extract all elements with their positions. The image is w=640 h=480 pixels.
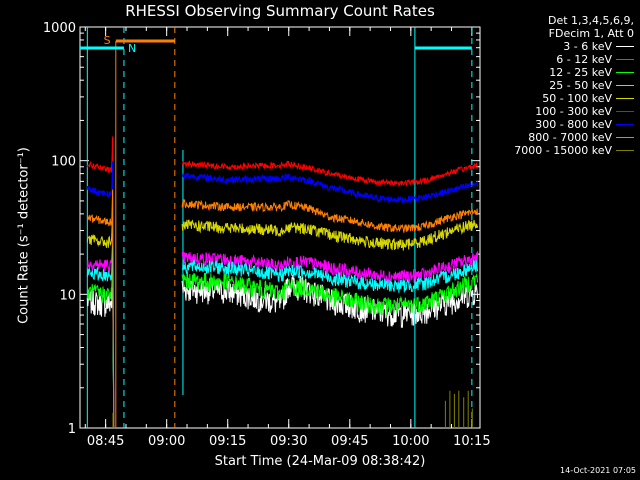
series-line-12-25kev <box>86 264 479 429</box>
x-tick-label: 08:45 <box>87 434 124 449</box>
legend: Det 1,3,4,5,6,9, FDecim 1, Att 0 3 - 6 k… <box>474 14 634 157</box>
legend-entry-label: 7000 - 15000 keV <box>514 144 612 157</box>
legend-entry: 25 - 50 keV <box>474 79 634 92</box>
y-tick-label: 1000 <box>43 21 76 36</box>
x-tick-label: 10:00 <box>392 434 429 449</box>
series-line-300-800kev <box>86 161 479 429</box>
x-tick-label: 09:15 <box>209 434 246 449</box>
legend-entry-label: 12 - 25 keV <box>549 66 612 79</box>
legend-entry-label: 50 - 100 keV <box>542 92 612 105</box>
legend-entry-label: 25 - 50 keV <box>549 79 612 92</box>
legend-swatch <box>616 124 634 125</box>
legend-swatch <box>616 111 634 112</box>
y-tick-label: 1 <box>68 422 76 437</box>
series-line-6-12kev <box>86 236 479 429</box>
legend-entry-label: 6 - 12 keV <box>556 53 612 66</box>
x-tick-label: 09:00 <box>148 434 185 449</box>
x-tick-label: 10:15 <box>453 434 490 449</box>
legend-entry: 300 - 800 keV <box>474 118 634 131</box>
saa-label: S <box>104 34 111 47</box>
series-line-100-300kev <box>86 136 478 429</box>
legend-entry: 12 - 25 keV <box>474 66 634 79</box>
series-line-7000-15000kev <box>112 390 473 428</box>
series-line-25-50kev <box>86 245 479 429</box>
legend-entry: 6 - 12 keV <box>474 53 634 66</box>
x-axis-label: Start Time (24-Mar-09 08:38:42) <box>214 454 426 469</box>
timestamp: 14-Oct-2021 07:05 <box>560 466 636 475</box>
y-axis-label: Count Rate (s⁻¹ detector⁻¹) <box>16 147 32 324</box>
night-label: N <box>128 42 136 55</box>
legend-entry: 50 - 100 keV <box>474 92 634 105</box>
legend-entry-label: 100 - 300 keV <box>535 105 612 118</box>
legend-swatch <box>616 72 634 73</box>
legend-swatch <box>616 137 634 138</box>
legend-swatch <box>616 85 634 86</box>
legend-swatch <box>616 98 634 99</box>
legend-swatch <box>616 59 634 60</box>
y-tick-label: 10 <box>59 288 76 303</box>
chart-title: RHESSI Observing Summary Count Rates <box>125 2 435 20</box>
legend-swatch <box>616 150 634 151</box>
legend-entry: 7000 - 15000 keV <box>474 144 634 157</box>
legend-header-line-2: FDecim 1, Att 0 <box>548 27 634 40</box>
x-tick-label: 09:45 <box>331 434 368 449</box>
legend-header-line-1: Det 1,3,4,5,6,9, <box>547 14 634 27</box>
legend-entry: 3 - 6 keV <box>474 40 634 53</box>
legend-entry: 100 - 300 keV <box>474 105 634 118</box>
plot-frame <box>79 26 481 429</box>
legend-swatch <box>616 46 634 47</box>
series-line-50-100kev <box>86 211 479 429</box>
series-line-800-7000kev <box>86 189 479 429</box>
legend-entry-label: 300 - 800 keV <box>535 118 612 131</box>
y-tick-label: 100 <box>51 155 76 170</box>
x-tick-label: 09:30 <box>270 434 307 449</box>
legend-entry: 800 - 7000 keV <box>474 131 634 144</box>
legend-entry-label: 3 - 6 keV <box>563 40 612 53</box>
legend-entry-label: 800 - 7000 keV <box>528 131 612 144</box>
